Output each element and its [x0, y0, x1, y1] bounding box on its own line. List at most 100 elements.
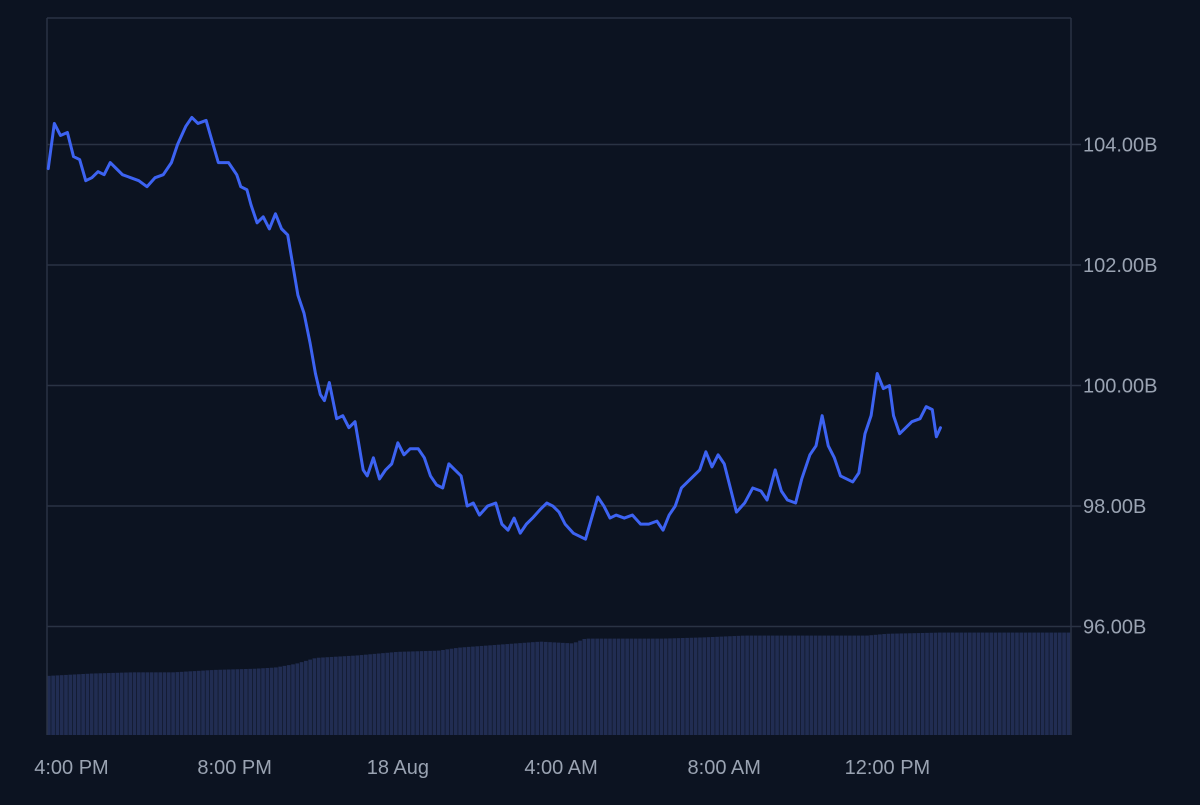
volume-bar-53: [274, 667, 278, 735]
volume-bar-148: [680, 638, 685, 735]
volume-bar-225: [1010, 632, 1015, 735]
volume-bar-34: [192, 671, 197, 735]
volume-bar-135: [625, 638, 629, 735]
volume-bar-124: [578, 640, 582, 735]
volume-bar-49: [256, 668, 261, 735]
volume-bar-163: [745, 635, 749, 735]
volume-bar-18: [124, 672, 128, 735]
volume-bar-25: [154, 672, 158, 735]
volume-bar-1: [51, 675, 55, 735]
volume-bar-75: [368, 654, 372, 735]
volume-bar-21: [136, 672, 141, 735]
volume-bar-128: [595, 638, 599, 735]
volume-bar-182: [826, 635, 831, 735]
volume-bars-layer: [47, 632, 1071, 735]
volume-bar-121: [565, 643, 569, 735]
price-line: [46, 115, 942, 541]
volume-bar-111: [522, 642, 527, 735]
volume-bar-101: [479, 645, 484, 735]
volume-bar-134: [621, 638, 625, 735]
volume-bar-13: [102, 673, 107, 735]
volume-bar-41: [222, 669, 227, 735]
volume-bar-4: [64, 674, 68, 735]
volume-bar-38: [209, 670, 214, 735]
volume-bar-168: [766, 635, 771, 735]
volume-bar-188: [852, 635, 857, 735]
volume-bar-54: [278, 666, 282, 735]
volume-bar-173: [788, 635, 792, 735]
x-axis-labels: 4:00 PM 8:00 PM 18 Aug 4:00 AM 8:00 AM 12:00 …: [34, 757, 930, 779]
volume-bar-2: [55, 675, 60, 735]
volume-bar-76: [372, 653, 377, 735]
volume-bar-154: [706, 637, 711, 735]
volume-bar-205: [925, 632, 929, 735]
volume-bar-65: [325, 657, 330, 735]
volume-bar-90: [432, 650, 437, 735]
y-tick-label-2: 100.00B: [1083, 376, 1158, 398]
volume-bar-0: [47, 675, 51, 735]
volume-bar-138: [638, 638, 642, 735]
volume-bar-68: [338, 656, 342, 735]
volume-bar-137: [633, 638, 638, 735]
volume-bar-177: [805, 635, 809, 735]
volume-bar-206: [929, 632, 934, 735]
volume-bar-219: [985, 632, 989, 735]
volume-bar-220: [989, 632, 994, 735]
volume-bar-178: [809, 635, 814, 735]
volume-bar-157: [719, 636, 724, 735]
volume-bar-194: [878, 634, 882, 735]
volume-bar-122: [569, 643, 574, 735]
volume-bar-11: [94, 673, 98, 735]
volume-bar-202: [912, 633, 916, 735]
volume-bar-40: [218, 669, 223, 735]
volume-bar-104: [492, 645, 497, 735]
volume-bar-51: [265, 667, 270, 735]
volume-bar-46: [244, 668, 248, 735]
volume-bar-26: [158, 672, 163, 735]
volume-bar-150: [689, 637, 694, 735]
volume-bar-125: [582, 638, 587, 735]
volume-bar-204: [920, 632, 925, 735]
volume-bar-231: [1036, 632, 1041, 735]
volume-bar-186: [843, 635, 848, 735]
volume-bar-85: [411, 651, 415, 735]
volume-bar-133: [616, 638, 621, 735]
volume-bar-151: [693, 637, 698, 735]
volume-bar-81: [393, 652, 398, 735]
volume-bar-29: [171, 672, 175, 735]
volume-bar-22: [141, 672, 145, 735]
volume-bar-119: [556, 642, 561, 735]
y-tick-label-3: 98.00B: [1083, 496, 1146, 518]
volume-bar-136: [629, 638, 634, 735]
volume-bar-59: [299, 662, 304, 735]
volume-bar-232: [1040, 632, 1045, 735]
volume-bar-140: [646, 638, 651, 735]
volume-bar-91: [436, 650, 441, 735]
volume-bar-58: [295, 663, 300, 735]
volume-bar-162: [740, 635, 745, 735]
volume-bar-30: [175, 672, 180, 735]
volume-bar-209: [942, 632, 946, 735]
volume-bar-156: [715, 636, 719, 735]
volume-bar-200: [903, 633, 908, 735]
plot-frame: [46, 17, 1072, 735]
volume-bar-8: [81, 674, 85, 735]
volume-bar-193: [873, 634, 878, 735]
volume-bar-103: [488, 645, 492, 735]
volume-bar-64: [321, 657, 325, 735]
volume-bar-196: [886, 633, 891, 735]
volume-bar-175: [796, 635, 801, 735]
volume-bar-87: [419, 651, 424, 735]
volume-bar-16: [115, 672, 120, 735]
volume-bar-237: [1062, 632, 1066, 735]
volume-bar-192: [869, 635, 874, 735]
volume-bar-44: [235, 669, 240, 735]
volume-bar-24: [149, 672, 154, 735]
volume-bar-203: [916, 633, 921, 735]
volume-bar-79: [385, 652, 390, 735]
volume-bar-52: [269, 667, 274, 735]
volume-bar-10: [89, 673, 94, 735]
price-line-layer: [46, 115, 942, 541]
volume-bar-118: [552, 642, 557, 735]
